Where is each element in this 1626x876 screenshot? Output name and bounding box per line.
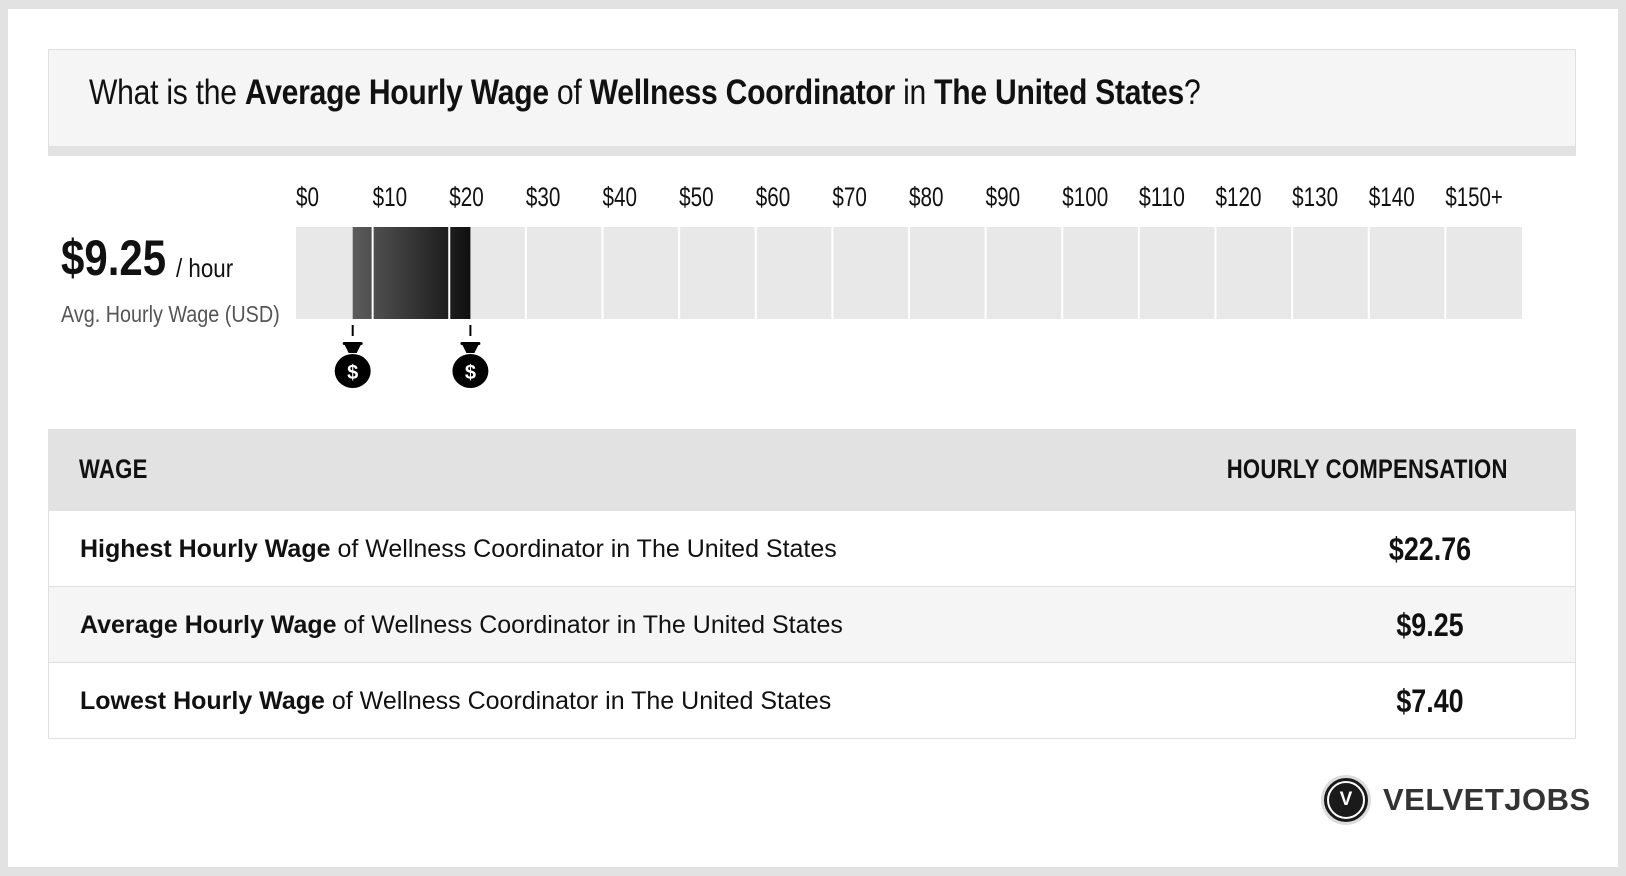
question-of: of: [548, 73, 590, 112]
row-value: $22.76: [1388, 531, 1472, 567]
table-row: Average Hourly Wage of Wellness Coordina…: [48, 587, 1576, 663]
x-tick-label: $110: [1139, 182, 1185, 212]
row-value: $7.40: [1396, 683, 1464, 719]
table-row: Highest Hourly Wage of Wellness Coordina…: [48, 511, 1576, 587]
chart-cell-divider: [1444, 227, 1447, 319]
row-label: Average Hourly Wage of Wellness Coordina…: [80, 611, 843, 640]
x-tick-label: $40: [603, 182, 638, 212]
question-header: What is the Average Hourly Wage of Welln…: [48, 49, 1576, 147]
x-tick-label: $100: [1062, 182, 1108, 212]
wage-card: What is the Average Hourly Wage of Welln…: [8, 9, 1618, 867]
x-tick-label: $70: [832, 182, 867, 212]
chart-cell-divider: [524, 227, 527, 319]
x-tick-label: $0: [296, 182, 319, 212]
question-prefix: What is the: [89, 73, 245, 112]
row-description: of Wellness Coordinator in The United St…: [330, 535, 837, 563]
average-wage-label: Avg. Hourly Wage (USD): [61, 301, 280, 327]
x-tick-label: $50: [679, 182, 714, 212]
x-tick-label: $20: [449, 182, 484, 212]
x-tick-label: $90: [986, 182, 1021, 212]
x-tick-label: $10: [373, 182, 408, 212]
column-header-wage: WAGE: [79, 454, 148, 484]
chart-cell-divider: [984, 227, 987, 319]
average-wage-value: $9.25: [61, 230, 167, 286]
chart-cell-divider: [448, 227, 451, 319]
average-wage-unit: / hour: [176, 253, 234, 283]
x-tick-label: $150+: [1445, 182, 1503, 212]
chart-cell-divider: [1137, 227, 1140, 319]
wage-range-bar: [352, 227, 471, 319]
question-job: Wellness Coordinator: [589, 73, 896, 112]
question-metric: Average Hourly Wage: [244, 73, 549, 112]
wage-table: WAGE HOURLY COMPENSATION Highest Hourly …: [48, 429, 1576, 739]
row-description: of Wellness Coordinator in The United St…: [324, 687, 832, 715]
table-header: WAGE HOURLY COMPENSATION: [48, 429, 1576, 511]
chart-cell-divider: [908, 227, 910, 319]
row-metric: Average Hourly Wage: [80, 611, 337, 639]
x-tick-label: $120: [1216, 182, 1262, 212]
row-description: of Wellness Coordinator in The United St…: [336, 611, 843, 639]
chart-cell-divider: [831, 227, 834, 319]
chart-cell-divider: [1214, 227, 1217, 319]
chart-cell-divider: [1061, 227, 1064, 319]
chart-cell-divider: [1367, 227, 1370, 319]
chart-cell-divider: [754, 227, 757, 319]
money-bag-low-icon: $: [334, 325, 371, 388]
velvetjobs-logo-icon: V: [1321, 775, 1371, 825]
row-metric: Highest Hourly Wage: [80, 535, 331, 563]
money-bag-high-icon: $: [452, 325, 489, 388]
velvetjobs-brand[interactable]: V VELVETJOBS: [1321, 772, 1591, 828]
chart-cell-divider: [601, 227, 604, 319]
question-location: The United States: [934, 73, 1184, 112]
brand-name: VELVETJOBS: [1383, 782, 1591, 817]
question-in: in: [895, 73, 935, 112]
question-suffix: ?: [1183, 73, 1201, 112]
x-tick-label: $140: [1369, 182, 1415, 212]
svg-text:$: $: [465, 362, 476, 384]
row-label: Highest Hourly Wage of Wellness Coordina…: [80, 535, 837, 564]
row-metric: Lowest Hourly Wage: [80, 687, 325, 715]
question-title: What is the Average Hourly Wage of Welln…: [89, 73, 1201, 113]
svg-text:$: $: [347, 362, 358, 384]
chart-cell-divider: [371, 227, 374, 319]
logo-letter: V: [1327, 781, 1365, 819]
column-header-compensation: HOURLY COMPENSATION: [1226, 454, 1508, 484]
header-underline: [48, 147, 1576, 156]
x-tick-label: $130: [1292, 182, 1338, 212]
wage-range-chart: $0 $10 $20 $30 $40 $50 $60 $70 $80 $90 $100 $110 $12…: [296, 182, 1522, 388]
chart-cell-divider: [678, 227, 681, 319]
x-tick-label: $80: [909, 182, 944, 212]
chart-cell-divider: [1291, 227, 1294, 319]
table-row: Lowest Hourly Wage of Wellness Coordinat…: [48, 663, 1576, 739]
x-tick-label: $30: [526, 182, 561, 212]
row-label: Lowest Hourly Wage of Wellness Coordinat…: [80, 687, 831, 716]
x-tick-label: $60: [756, 182, 791, 212]
row-value: $9.25: [1396, 607, 1464, 643]
